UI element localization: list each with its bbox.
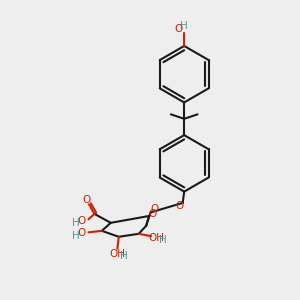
Text: O: O — [175, 24, 183, 34]
Text: O: O — [77, 216, 85, 226]
Text: O: O — [176, 202, 184, 212]
Text: O: O — [82, 195, 90, 205]
Text: O: O — [150, 204, 158, 214]
Text: H: H — [120, 251, 128, 261]
Text: OH: OH — [109, 249, 125, 259]
Text: OH: OH — [148, 233, 164, 243]
Text: O: O — [77, 228, 85, 238]
Text: H: H — [180, 21, 188, 31]
Text: H: H — [72, 218, 80, 228]
Text: H: H — [72, 231, 80, 241]
Text: H: H — [159, 235, 167, 245]
Text: O: O — [148, 208, 157, 219]
